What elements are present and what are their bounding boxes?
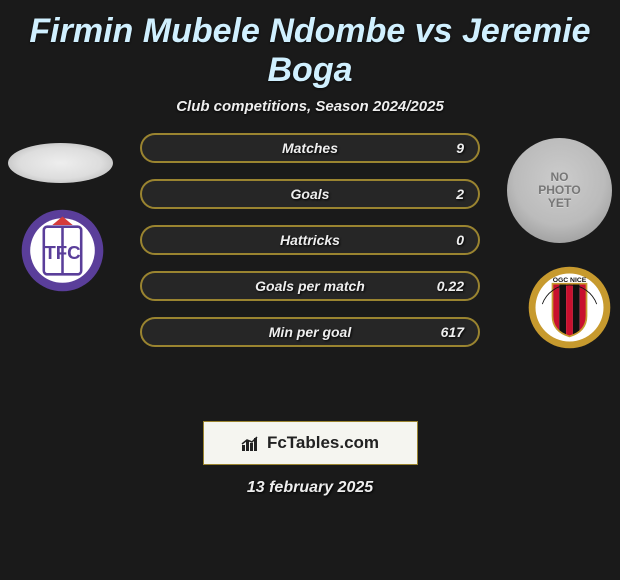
stat-row-hattricks: Hattricks 0 — [140, 225, 480, 255]
stat-value-right: 0 — [456, 232, 464, 248]
player-left-club-badge: TFC — [20, 208, 105, 293]
stat-label: Goals — [291, 186, 330, 202]
date-label: 13 february 2025 — [0, 479, 620, 497]
stat-value-right: 617 — [441, 324, 464, 340]
stat-row-goals-per-match: Goals per match 0.22 — [140, 271, 480, 301]
watermark-text: FcTables.com — [267, 433, 379, 453]
player-right-photo: NOPHOTOYET — [507, 138, 612, 243]
tfc-badge-icon: TFC — [20, 208, 105, 293]
svg-text:TFC: TFC — [44, 242, 80, 263]
stat-value-right: 9 — [456, 140, 464, 156]
no-photo-label: NOPHOTOYET — [538, 171, 580, 211]
page-subtitle: Club competitions, Season 2024/2025 — [0, 98, 620, 115]
stat-label: Matches — [282, 140, 338, 156]
stat-value-right: 0.22 — [437, 278, 464, 294]
stat-row-matches: Matches 9 — [140, 133, 480, 163]
comparison-area: TFC NOPHOTOYET OGC NICE Matches — [0, 133, 620, 413]
stat-rows: Matches 9 Goals 2 Hattricks 0 Goals per … — [140, 133, 480, 363]
svg-text:OGC NICE: OGC NICE — [553, 277, 587, 284]
stat-row-goals: Goals 2 — [140, 179, 480, 209]
stat-row-min-per-goal: Min per goal 617 — [140, 317, 480, 347]
bar-chart-icon — [241, 433, 261, 453]
stat-label: Goals per match — [255, 278, 365, 294]
page-title: Firmin Mubele Ndombe vs Jeremie Boga — [0, 0, 620, 98]
stat-value-right: 2 — [456, 186, 464, 202]
watermark-box: FcTables.com — [203, 421, 418, 465]
stat-label: Min per goal — [269, 324, 351, 340]
player-left-photo — [8, 143, 113, 183]
stat-label: Hattricks — [280, 232, 340, 248]
ogc-nice-badge-icon: OGC NICE — [527, 265, 612, 350]
player-right-club-badge: OGC NICE — [527, 265, 612, 350]
